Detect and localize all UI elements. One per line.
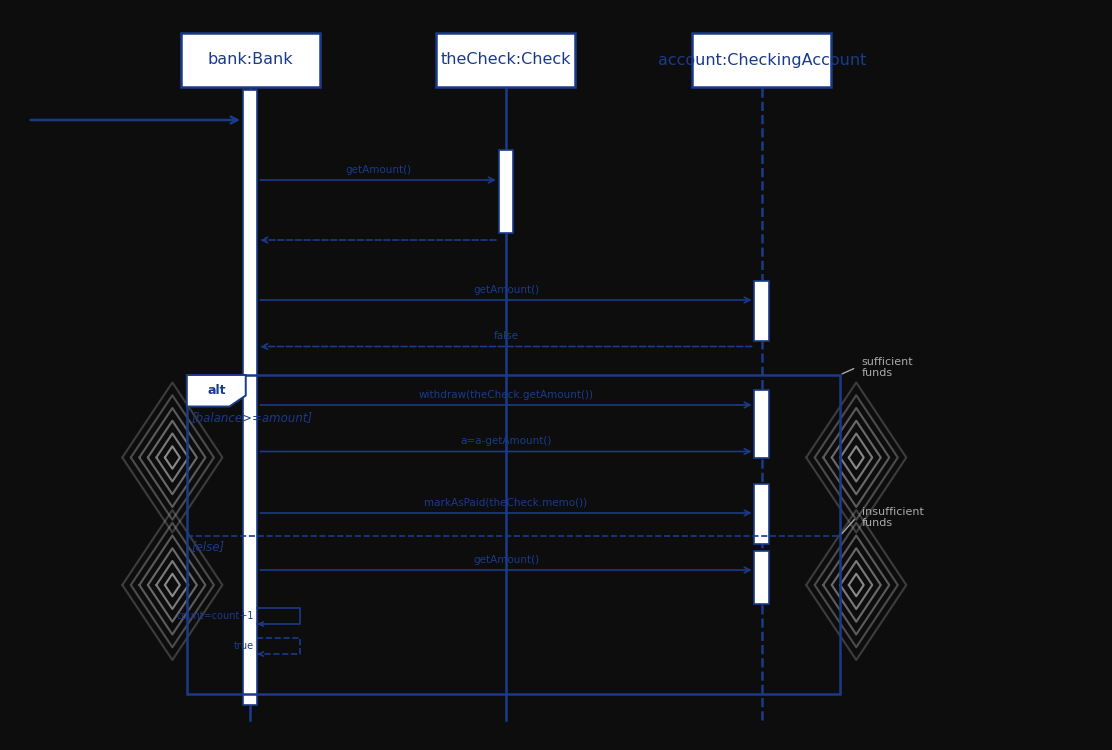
Text: a=a-getAmount(): a=a-getAmount()	[460, 436, 552, 446]
Text: count=count+1: count=count+1	[177, 610, 255, 621]
Text: markAsPaid(theCheck.memo()): markAsPaid(theCheck.memo())	[425, 498, 587, 508]
Bar	[755, 390, 770, 458]
Text: theCheck:Check: theCheck:Check	[440, 53, 572, 68]
Text: getAmount(): getAmount()	[473, 555, 539, 565]
Bar	[755, 484, 770, 544]
Text: getAmount(): getAmount()	[345, 165, 411, 175]
Text: [else]: [else]	[191, 540, 225, 553]
Polygon shape	[187, 375, 246, 406]
Text: getAmount(): getAmount()	[473, 285, 539, 295]
Text: true: true	[234, 640, 255, 651]
Text: bank:Bank: bank:Bank	[207, 53, 294, 68]
Bar	[187, 375, 840, 694]
Bar	[755, 551, 770, 604]
Bar	[181, 33, 320, 87]
Bar	[244, 90, 258, 705]
Text: insufficient
funds: insufficient funds	[862, 507, 924, 528]
Bar	[692, 33, 832, 87]
Text: sufficient
funds: sufficient funds	[862, 357, 913, 378]
Bar	[499, 150, 514, 232]
Text: withdraw(theCheck.getAmount()): withdraw(theCheck.getAmount())	[418, 390, 594, 400]
Text: alt: alt	[207, 384, 226, 398]
Bar	[755, 281, 770, 341]
Text: account:CheckingAccount: account:CheckingAccount	[657, 53, 866, 68]
Text: false: false	[494, 332, 518, 341]
Text: [balance>=amount]: [balance>=amount]	[191, 411, 312, 424]
Bar	[437, 33, 576, 87]
